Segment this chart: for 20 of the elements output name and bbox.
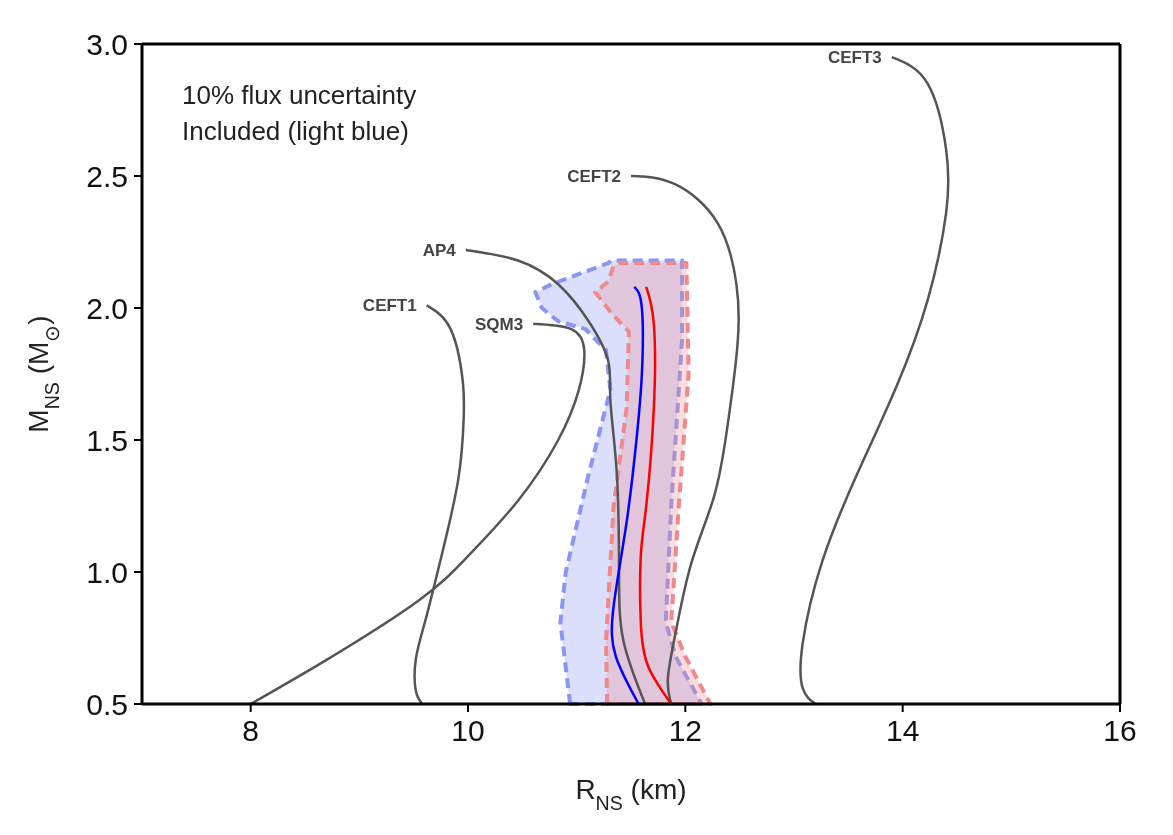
line-series <box>464 248 647 704</box>
x-tick-label: 10 <box>451 714 485 748</box>
y-tick-label: 0.5 <box>86 687 128 721</box>
y-tick-label: 3.0 <box>86 27 128 61</box>
annotation: 10% flux uncertainty Included (light blue) <box>182 80 417 146</box>
x-tick-label: 14 <box>885 714 920 748</box>
x-tick-label: 16 <box>1103 714 1137 748</box>
series-label: CEFT1 <box>362 296 417 316</box>
x-tick-label: 12 <box>668 714 703 748</box>
series-label: CEFT3 <box>827 48 882 68</box>
y-tick-label: 1.5 <box>86 423 128 457</box>
line-series <box>638 285 673 704</box>
y-tick-label: 2.0 <box>86 291 128 325</box>
y-tick-label: 1.0 <box>86 555 128 589</box>
y-tick-label: 2.5 <box>86 159 128 193</box>
series-label: SQM3 <box>475 314 524 334</box>
series-label: CEFT2 <box>567 167 621 186</box>
series-label: AP4 <box>422 240 457 260</box>
x-tick-label: 8 <box>242 714 260 748</box>
x-axis-title: R$_{NS}$ (km) <box>575 774 687 814</box>
